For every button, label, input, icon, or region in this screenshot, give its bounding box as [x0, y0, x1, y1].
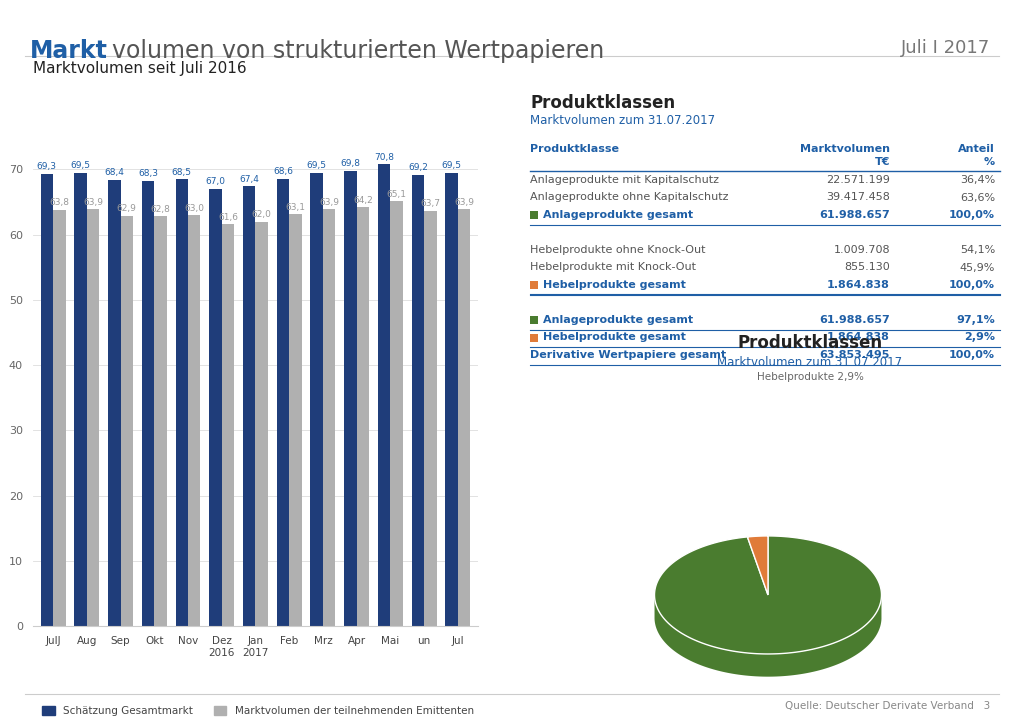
Bar [209, 189, 222, 626]
Text: Derivative Wertpapiere gesamt: Derivative Wertpapiere gesamt [530, 350, 726, 360]
Text: Marktvolumen seit Juli 2016: Marktvolumen seit Juli 2016 [33, 61, 247, 76]
Text: Hebelprodukte 2,9%: Hebelprodukte 2,9% [757, 372, 863, 382]
Text: Hebelprodukte gesamt: Hebelprodukte gesamt [543, 332, 686, 342]
Bar [87, 209, 99, 626]
Bar [222, 224, 234, 626]
Text: 63,1: 63,1 [286, 203, 305, 212]
Text: 97,1%: 97,1% [956, 315, 995, 325]
Text: 1.864.838: 1.864.838 [827, 280, 890, 290]
Text: 54,1%: 54,1% [959, 245, 995, 255]
Text: 69,8: 69,8 [341, 159, 360, 168]
Bar [276, 179, 289, 626]
Text: 61.988.657: 61.988.657 [819, 315, 890, 325]
Bar [412, 174, 424, 626]
Text: 69,3: 69,3 [37, 162, 56, 172]
Bar [53, 210, 66, 626]
Text: Hebelprodukte ohne Knock-Out: Hebelprodukte ohne Knock-Out [530, 245, 706, 255]
Text: Marktvolumen zum 31.07.2017: Marktvolumen zum 31.07.2017 [530, 114, 715, 127]
Text: Hebelprodukte mit Knock-Out: Hebelprodukte mit Knock-Out [530, 263, 696, 272]
Text: T€: T€ [874, 157, 890, 167]
Text: Anlageprodukte 97,1%: Anlageprodukte 97,1% [751, 612, 869, 622]
Bar [243, 187, 256, 626]
Text: 63,9: 63,9 [455, 198, 474, 206]
Text: Hebelprodukte gesamt: Hebelprodukte gesamt [543, 280, 686, 290]
Text: Produktklasse: Produktklasse [530, 144, 618, 154]
Text: 36,4%: 36,4% [959, 175, 995, 185]
Text: 61.988.657: 61.988.657 [819, 210, 890, 220]
Text: 69,5: 69,5 [71, 161, 90, 170]
Text: Quelle: Deutscher Derivate Verband   3: Quelle: Deutscher Derivate Verband 3 [784, 701, 990, 711]
Bar [141, 180, 155, 626]
Text: 64,2: 64,2 [353, 195, 373, 205]
Bar [121, 216, 133, 626]
Bar [424, 211, 436, 626]
Text: Anlageprodukte gesamt: Anlageprodukte gesamt [543, 210, 693, 220]
Bar [378, 164, 390, 626]
Text: Anlageprodukte mit Kapitalschutz: Anlageprodukte mit Kapitalschutz [530, 175, 719, 185]
Text: Juli I 2017: Juli I 2017 [901, 39, 990, 57]
Text: 70,8: 70,8 [374, 153, 394, 161]
Bar [356, 207, 370, 626]
Text: Produktklassen: Produktklassen [737, 334, 883, 352]
Text: Marktvolumen: Marktvolumen [800, 144, 890, 154]
Text: 62,0: 62,0 [252, 210, 271, 219]
Polygon shape [654, 597, 882, 677]
Text: 63,8: 63,8 [49, 198, 70, 207]
Text: 63,6%: 63,6% [959, 193, 995, 203]
Bar [108, 180, 121, 626]
Polygon shape [748, 536, 768, 595]
Text: 69,2: 69,2 [408, 163, 428, 172]
Text: 2,9%: 2,9% [964, 332, 995, 342]
Text: 61,6: 61,6 [218, 213, 238, 222]
Bar [390, 201, 403, 626]
Text: 68,6: 68,6 [273, 167, 293, 176]
Legend: Schätzung Gesamtmarkt, Marktvolumen der teilnehmenden Emittenten: Schätzung Gesamtmarkt, Marktvolumen der … [38, 702, 478, 720]
Bar [188, 215, 201, 626]
Text: %: % [984, 157, 995, 167]
Text: 100,0%: 100,0% [949, 280, 995, 290]
Bar [289, 214, 302, 626]
Text: Anlageprodukte gesamt: Anlageprodukte gesamt [543, 315, 693, 325]
Text: 63,9: 63,9 [83, 198, 103, 206]
Text: 68,5: 68,5 [172, 168, 191, 177]
Text: 22.571.199: 22.571.199 [826, 175, 890, 185]
Text: 65,1: 65,1 [387, 190, 407, 199]
Text: 63.853.495: 63.853.495 [819, 350, 890, 360]
Text: 1.864.838: 1.864.838 [827, 332, 890, 342]
Text: 1.009.708: 1.009.708 [834, 245, 890, 255]
Bar [175, 180, 188, 626]
Bar [41, 174, 53, 626]
Text: 39.417.458: 39.417.458 [826, 193, 890, 203]
Text: 45,9%: 45,9% [959, 263, 995, 272]
Text: Produktklassen: Produktklassen [530, 94, 675, 112]
Text: 69,5: 69,5 [441, 161, 462, 170]
Text: 62,8: 62,8 [151, 205, 170, 214]
Bar [75, 173, 87, 626]
Text: volumen von strukturierten Wertpapieren: volumen von strukturierten Wertpapieren [112, 39, 604, 63]
Bar [323, 209, 336, 626]
Bar [458, 209, 470, 626]
Text: 63,7: 63,7 [421, 199, 440, 208]
Bar [310, 173, 323, 626]
Text: Markt: Markt [30, 39, 108, 63]
Text: 63,0: 63,0 [184, 203, 204, 213]
Text: 100,0%: 100,0% [949, 210, 995, 220]
Text: 100,0%: 100,0% [949, 350, 995, 360]
Text: 67,0: 67,0 [206, 177, 225, 187]
Bar [445, 173, 458, 626]
Text: 68,4: 68,4 [104, 168, 124, 177]
Text: 69,5: 69,5 [307, 161, 327, 170]
Text: Anlageprodukte ohne Kapitalschutz: Anlageprodukte ohne Kapitalschutz [530, 193, 728, 203]
Text: Anteil: Anteil [958, 144, 995, 154]
Text: 68,3: 68,3 [138, 169, 158, 178]
Text: 62,9: 62,9 [117, 204, 136, 213]
Bar [344, 171, 356, 626]
Text: 67,4: 67,4 [240, 174, 259, 184]
Bar [255, 222, 268, 626]
Bar [155, 216, 167, 626]
Text: 63,9: 63,9 [319, 198, 339, 206]
Text: Marktvolumen zum 31.07.2017: Marktvolumen zum 31.07.2017 [718, 356, 902, 369]
Text: 855.130: 855.130 [844, 263, 890, 272]
Polygon shape [654, 536, 882, 654]
